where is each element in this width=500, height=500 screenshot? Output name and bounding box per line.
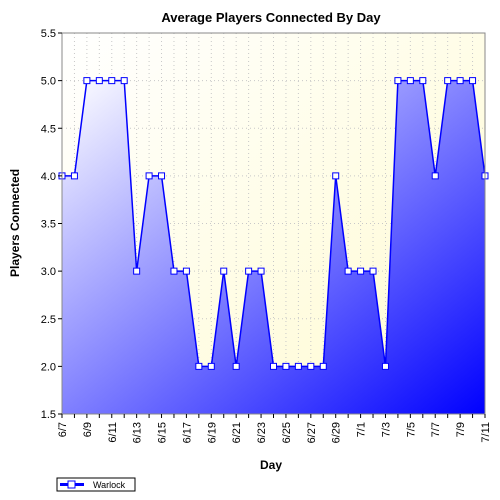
data-point [319, 362, 327, 370]
data-point [357, 267, 365, 275]
y-axis-label: Players Connected [8, 169, 22, 277]
data-point [133, 267, 141, 275]
x-tick-label: 6/23 [256, 422, 268, 443]
x-tick-label: 6/9 [82, 422, 94, 437]
x-tick-label: 7/1 [356, 422, 368, 437]
y-tick-label: 3.5 [41, 219, 56, 231]
legend-marker [67, 480, 76, 489]
chart-title: Average Players Connected By Day [161, 10, 381, 25]
x-tick-label: 6/29 [331, 422, 343, 443]
data-point [394, 77, 402, 85]
x-axis: 6/7 6/9 6/11 6/13 6/15 6/17 6/19 6/21 6/23 6/25 6/… [57, 414, 492, 443]
x-axis-label: Day [260, 458, 282, 472]
data-point [294, 362, 302, 370]
data-point [270, 362, 277, 370]
data-point [83, 77, 91, 85]
x-tick-label: 6/27 [306, 422, 318, 443]
data-point [369, 267, 377, 275]
x-tick-label: 6/13 [132, 422, 144, 443]
y-tick-label: 4.0 [41, 171, 56, 183]
data-point [257, 267, 265, 275]
y-tick-label: 1.5 [41, 409, 56, 421]
data-point [158, 172, 166, 180]
y-tick-label: 3.0 [41, 266, 56, 278]
data-point [145, 172, 153, 180]
x-tick-label: 7/5 [405, 422, 417, 437]
data-point [120, 77, 128, 85]
data-point [207, 362, 215, 370]
data-point [444, 77, 452, 85]
data-point [70, 172, 78, 180]
series-area [58, 77, 489, 414]
data-point [431, 172, 439, 180]
data-point [232, 362, 240, 370]
x-tick-label: 6/11 [107, 422, 119, 443]
x-tick-label: 6/17 [181, 422, 193, 443]
x-tick-label: 6/7 [57, 422, 69, 437]
data-point [182, 267, 190, 275]
data-point [108, 77, 116, 85]
legend: Warlock [56, 477, 136, 492]
y-tick-label: 2.0 [41, 361, 56, 373]
y-tick-label: 5.5 [41, 28, 56, 40]
data-point [307, 362, 315, 370]
x-tick-label: 7/3 [380, 422, 392, 437]
data-point [245, 267, 253, 275]
data-point [220, 267, 228, 275]
data-point [469, 77, 477, 85]
area-fill [62, 80, 485, 414]
y-tick-label: 5.0 [41, 76, 56, 88]
x-tick-label: 7/9 [455, 422, 467, 437]
x-tick-label: 6/25 [281, 422, 293, 443]
data-point [170, 267, 178, 275]
y-tick-label: 4.5 [41, 123, 56, 135]
data-point [95, 77, 103, 85]
data-point [332, 172, 340, 180]
data-point [406, 77, 414, 85]
x-tick-label: 7/7 [430, 422, 442, 437]
x-tick-label: 7/11 [480, 422, 492, 443]
x-tick-label: 6/19 [206, 422, 218, 443]
data-point [195, 362, 203, 370]
legend-box [56, 477, 136, 492]
legend-label: Warlock [93, 480, 126, 490]
data-point [456, 77, 464, 85]
data-point [282, 362, 290, 370]
x-tick-label: 6/15 [157, 422, 169, 443]
y-tick-label: 2.5 [41, 314, 56, 326]
data-point [419, 77, 427, 85]
data-point [344, 267, 352, 275]
y-axis: 1.5 2.0 2.5 3.0 3.5 4.0 4.5 5.0 5.5 [41, 28, 62, 421]
data-point [381, 362, 389, 370]
x-tick-label: 6/21 [231, 422, 243, 443]
